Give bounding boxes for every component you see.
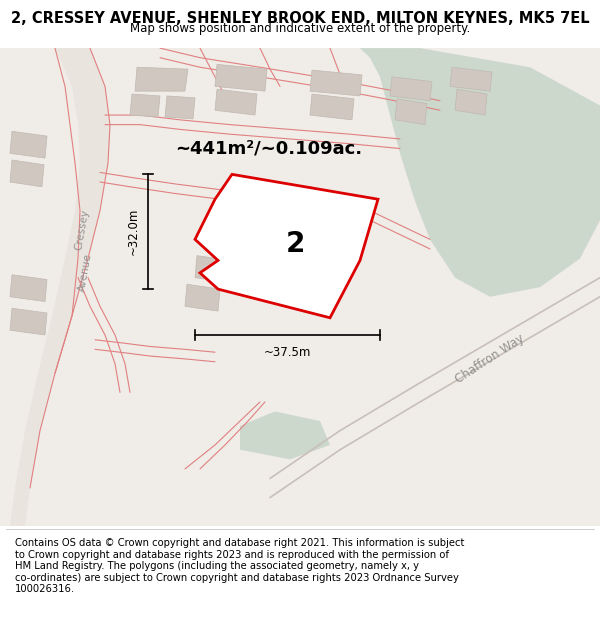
Polygon shape: [240, 411, 330, 459]
Text: 2: 2: [286, 230, 305, 258]
Polygon shape: [195, 256, 230, 282]
Text: ~441m²/~0.109ac.: ~441m²/~0.109ac.: [175, 139, 362, 158]
Text: ~37.5m: ~37.5m: [264, 346, 311, 359]
Polygon shape: [130, 94, 160, 117]
Text: Map shows position and indicative extent of the property.: Map shows position and indicative extent…: [130, 22, 470, 34]
Text: Chaffron Way: Chaffron Way: [453, 332, 527, 386]
Text: Contains OS data © Crown copyright and database right 2021. This information is : Contains OS data © Crown copyright and d…: [15, 538, 464, 594]
Polygon shape: [10, 48, 110, 526]
Polygon shape: [310, 94, 354, 120]
Polygon shape: [395, 99, 427, 124]
Polygon shape: [310, 70, 362, 96]
Text: Avenue: Avenue: [77, 253, 93, 292]
Polygon shape: [455, 89, 487, 115]
Polygon shape: [10, 160, 44, 187]
Polygon shape: [390, 77, 432, 101]
Polygon shape: [10, 275, 47, 301]
Polygon shape: [195, 174, 378, 318]
Polygon shape: [135, 68, 188, 91]
Text: ~32.0m: ~32.0m: [127, 208, 140, 256]
Text: Cressey: Cressey: [73, 209, 91, 251]
Polygon shape: [450, 68, 492, 91]
Text: 2, CRESSEY AVENUE, SHENLEY BROOK END, MILTON KEYNES, MK5 7EL: 2, CRESSEY AVENUE, SHENLEY BROOK END, MI…: [11, 11, 589, 26]
Polygon shape: [185, 284, 220, 311]
Polygon shape: [360, 48, 600, 297]
Polygon shape: [10, 131, 47, 158]
Polygon shape: [215, 64, 267, 91]
Polygon shape: [165, 96, 195, 119]
Polygon shape: [215, 89, 257, 115]
Polygon shape: [10, 308, 47, 335]
